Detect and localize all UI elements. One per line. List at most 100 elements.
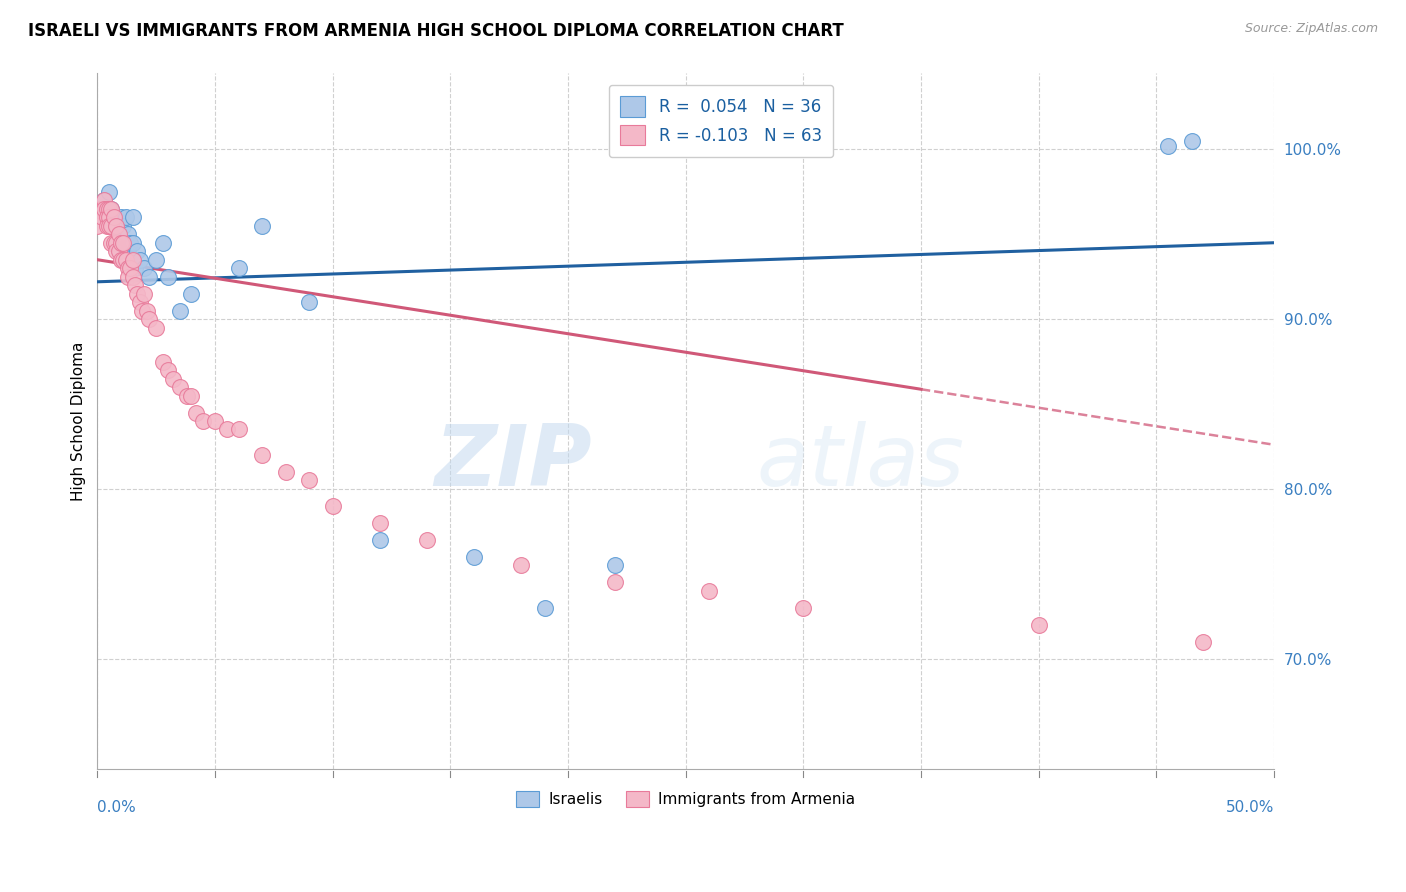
Point (128, 252, 150, 267)
Point (152, 354, 174, 368)
Point (100, 219, 122, 233)
Point (131, 303, 153, 318)
Point (228, 422, 250, 436)
Point (93, 194, 115, 208)
Text: ISRAELI VS IMMIGRANTS FROM ARMENIA HIGH SCHOOL DIPLOMA CORRELATION CHART: ISRAELI VS IMMIGRANTS FROM ARMENIA HIGH … (28, 22, 844, 40)
Point (127, 286, 149, 301)
Point (105, 219, 128, 233)
Point (124, 278, 146, 293)
Point (135, 303, 157, 318)
Point (228, 261, 250, 276)
Point (193, 414, 215, 428)
Point (152, 235, 174, 250)
Point (107, 227, 129, 242)
Point (100, 235, 122, 250)
Point (180, 286, 202, 301)
Point (124, 261, 146, 276)
Point (114, 211, 136, 225)
Point (98, 211, 121, 225)
Point (169, 303, 191, 318)
Point (112, 235, 135, 250)
Point (112, 252, 135, 267)
Point (105, 219, 128, 233)
Point (298, 295, 321, 310)
Point (322, 499, 344, 513)
Point (180, 388, 202, 402)
Point (138, 269, 160, 284)
Point (1192, 634, 1215, 648)
Point (697, 583, 720, 598)
Point (110, 211, 132, 225)
Point (121, 252, 143, 267)
Point (1181, 134, 1204, 148)
Text: Source: ZipAtlas.com: Source: ZipAtlas.com (1244, 22, 1378, 36)
Point (510, 558, 533, 573)
Point (134, 286, 156, 301)
Point (100, 202, 122, 216)
Text: atlas: atlas (756, 421, 965, 504)
Point (250, 448, 273, 462)
Point (121, 235, 143, 250)
Point (204, 414, 226, 428)
Point (215, 422, 238, 436)
Point (96, 219, 118, 233)
Point (98, 202, 121, 216)
Point (169, 380, 191, 394)
Point (110, 252, 132, 267)
Point (138, 312, 160, 326)
Point (114, 252, 136, 267)
Point (298, 474, 321, 488)
Point (96, 202, 118, 216)
Point (156, 363, 179, 377)
Point (162, 371, 184, 385)
Point (121, 269, 143, 284)
Point (112, 219, 135, 233)
Point (89, 202, 111, 216)
Point (120, 261, 142, 276)
Point (100, 202, 122, 216)
Point (105, 235, 128, 250)
Text: ZIP: ZIP (434, 421, 592, 504)
Point (416, 533, 439, 547)
Point (117, 269, 139, 284)
Point (98, 185, 121, 199)
Point (103, 211, 125, 225)
Point (105, 235, 128, 250)
Point (103, 235, 125, 250)
Point (186, 405, 208, 419)
Point (603, 558, 626, 573)
Point (117, 244, 139, 259)
Point (274, 465, 297, 479)
Point (93, 194, 115, 208)
Legend: Israelis, Immigrants from Armenia: Israelis, Immigrants from Armenia (510, 785, 860, 814)
Point (134, 261, 156, 276)
Point (121, 211, 143, 225)
Point (93, 202, 115, 216)
Point (110, 235, 132, 250)
Point (1028, 617, 1050, 632)
Point (145, 320, 167, 334)
Point (110, 235, 132, 250)
Point (98, 219, 121, 233)
Point (105, 244, 128, 259)
Point (368, 533, 391, 547)
Point (107, 244, 129, 259)
Text: 50.0%: 50.0% (1226, 799, 1274, 814)
Point (176, 388, 198, 402)
Point (103, 211, 125, 225)
Text: 0.0%: 0.0% (97, 799, 136, 814)
Point (368, 516, 391, 530)
Point (96, 211, 118, 225)
Point (127, 244, 149, 259)
Point (1157, 139, 1180, 153)
Point (603, 575, 626, 590)
Point (117, 261, 139, 276)
Point (91, 211, 114, 225)
Point (792, 600, 814, 615)
Point (533, 600, 555, 615)
Point (250, 219, 273, 233)
Point (145, 252, 167, 267)
Point (91, 202, 114, 216)
Point (117, 227, 139, 242)
Point (156, 269, 179, 284)
